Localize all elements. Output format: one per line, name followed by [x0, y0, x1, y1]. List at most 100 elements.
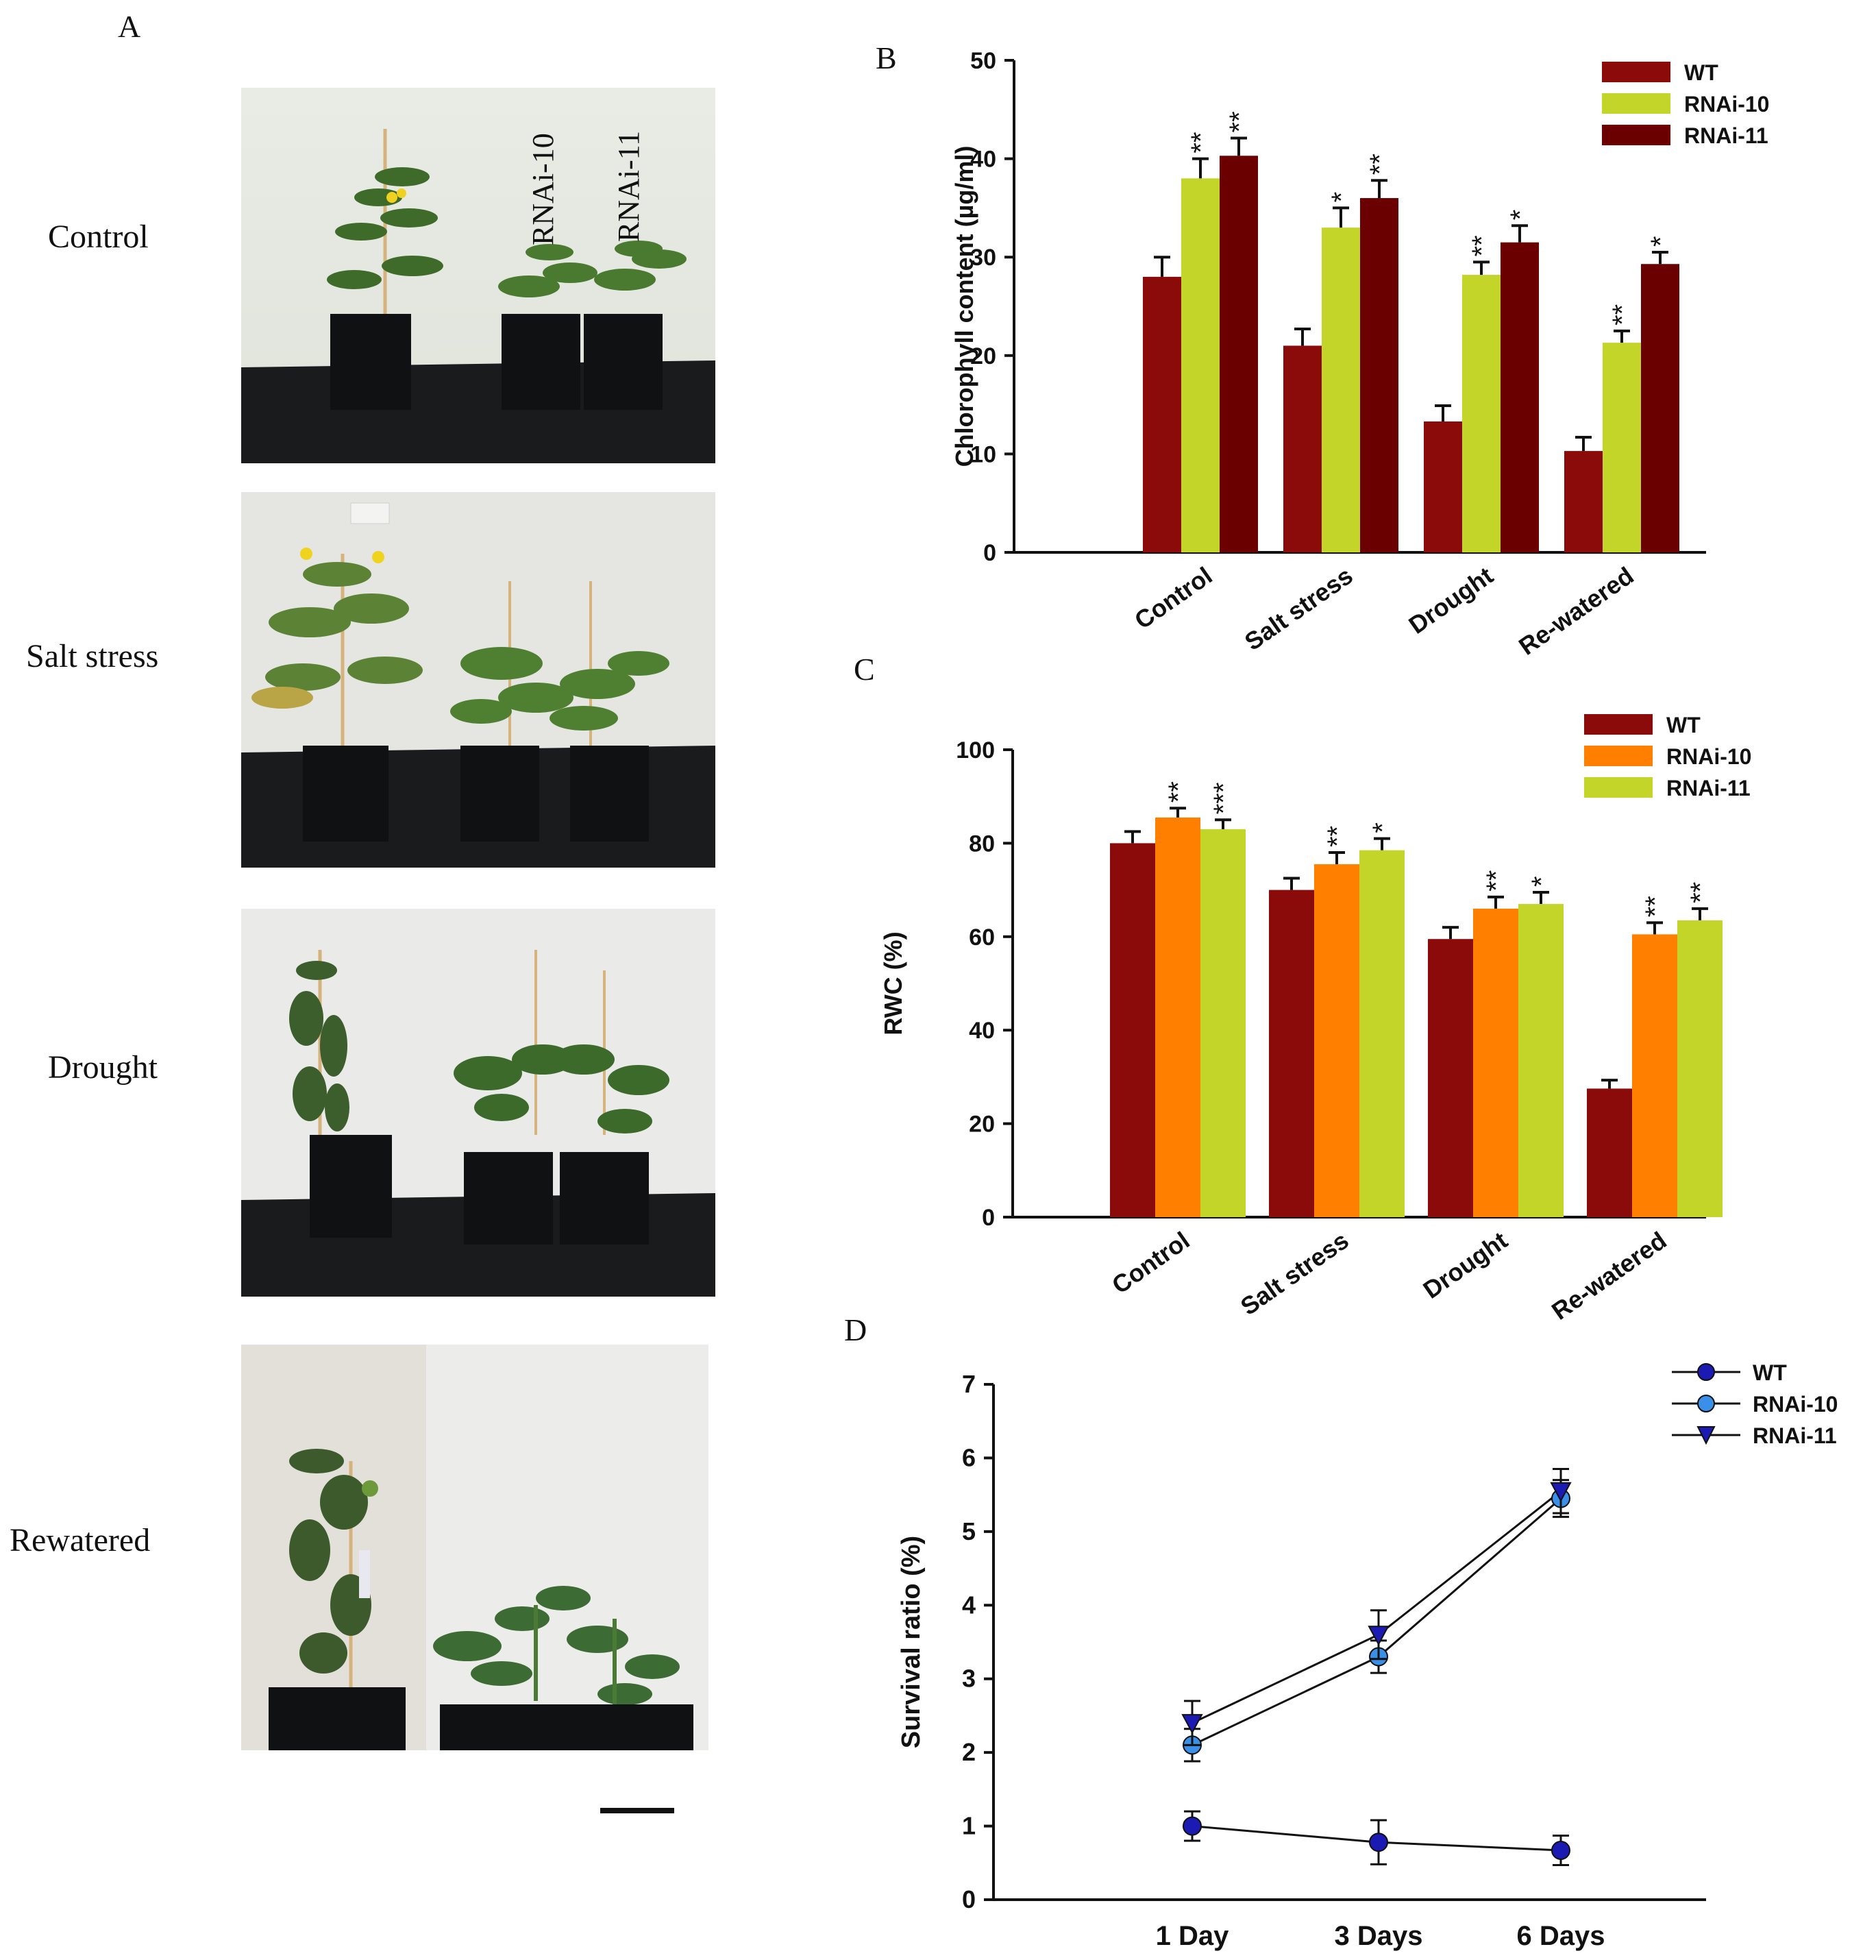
- legend-swatch: [1602, 125, 1670, 145]
- x-tick-label: Salt stress: [1239, 561, 1358, 656]
- bar: [1518, 904, 1564, 1217]
- legend-swatch: [1602, 62, 1670, 82]
- legend-marker: [1697, 1363, 1715, 1381]
- significance-label: *: [1368, 822, 1398, 833]
- bar: [1314, 864, 1359, 1217]
- bar: [1501, 242, 1539, 552]
- x-tick-label: 6 Days: [1517, 1921, 1605, 1951]
- photo-rewatered: [241, 1345, 708, 1750]
- x-tick-label: 3 Days: [1335, 1921, 1423, 1951]
- significance-label: *: [1527, 876, 1557, 887]
- data-point: [1551, 1841, 1570, 1861]
- y-tick-label: 30: [970, 245, 996, 271]
- photo-drought: [241, 909, 715, 1297]
- legend-label: WT: [1753, 1360, 1787, 1385]
- bar: [1473, 908, 1518, 1217]
- significance-label: **: [1481, 870, 1511, 892]
- panel-c-letter: C: [854, 652, 875, 687]
- x-tick-label: Control: [1107, 1226, 1194, 1299]
- y-tick-label: 10: [970, 441, 996, 467]
- y-tick-label: 80: [969, 831, 995, 857]
- y-tick-label: 20: [970, 343, 996, 369]
- y-tick-label: 2: [962, 1738, 976, 1766]
- legend-marker: [1696, 1426, 1716, 1445]
- row-label-drought: Drought: [48, 1049, 158, 1086]
- y-tick-label: 5: [962, 1517, 976, 1545]
- row-label-rewatered: Rewatered: [10, 1522, 151, 1558]
- photo-label-rnai-10: RNAi-10: [526, 133, 560, 245]
- bar: [1424, 421, 1462, 552]
- significance-label: **: [1640, 896, 1670, 917]
- x-tick-label: Salt stress: [1235, 1226, 1354, 1321]
- bar: [1269, 890, 1314, 1217]
- significance-label: *: [1326, 192, 1357, 203]
- y-tick-label: 50: [970, 48, 996, 74]
- legend-label: RNAi-10: [1753, 1392, 1838, 1417]
- row-label-salt-stress: Salt stress: [26, 638, 159, 674]
- y-tick-label: 60: [969, 924, 995, 951]
- y-tick-label: 4: [962, 1591, 976, 1619]
- bar: [1641, 264, 1679, 552]
- legend-swatch: [1584, 714, 1653, 735]
- x-tick-label: Re-watered: [1514, 561, 1638, 661]
- bar: [1359, 850, 1405, 1217]
- significance-label: **: [1163, 781, 1194, 803]
- y-tick-label: 100: [956, 737, 995, 763]
- legend-label: RNAi-10: [1684, 92, 1769, 117]
- bar: [1220, 156, 1258, 553]
- x-tick-label: Control: [1129, 561, 1217, 635]
- data-point: [1550, 1482, 1572, 1502]
- legend-label: RNAi-11: [1666, 776, 1751, 800]
- y-axis-title: RWC (%): [879, 931, 907, 1035]
- bar: [1360, 198, 1398, 552]
- y-tick-label: 20: [969, 1112, 995, 1138]
- data-point: [1369, 1833, 1388, 1852]
- bar: [1632, 934, 1677, 1217]
- bar: [1110, 843, 1155, 1217]
- significance-label: *: [1646, 236, 1676, 247]
- significance-label: ***: [1209, 783, 1239, 815]
- bar: [1428, 939, 1473, 1217]
- bar: [1677, 920, 1723, 1217]
- legend-label: WT: [1666, 713, 1701, 737]
- bar: [1564, 451, 1603, 552]
- y-tick-label: 0: [962, 1885, 976, 1913]
- photo-label-rnai-11: RNAi-11: [612, 131, 645, 242]
- significance-label: **: [1224, 111, 1255, 132]
- scale-bar: [600, 1808, 674, 1813]
- y-axis-title: Survival ratio (%): [897, 1536, 926, 1748]
- x-tick-label: 1 Day: [1156, 1921, 1229, 1951]
- legend-label: RNAi-10: [1666, 744, 1751, 769]
- series-line: [1192, 1490, 1562, 1724]
- bar: [1462, 275, 1501, 552]
- y-tick-label: 3: [962, 1665, 976, 1693]
- bar: [1181, 178, 1220, 552]
- photo-control: RNAi-10 RNAi-11: [241, 88, 715, 463]
- legend-swatch: [1584, 746, 1653, 766]
- y-tick-label: 6: [962, 1443, 976, 1471]
- x-tick-label: Re-watered: [1546, 1226, 1671, 1325]
- y-tick-label: 40: [969, 1018, 995, 1044]
- y-tick-label: 0: [983, 540, 996, 566]
- legend-swatch: [1602, 93, 1670, 114]
- bar: [1155, 817, 1200, 1217]
- y-tick-label: 40: [970, 147, 996, 173]
- legend-swatch: [1584, 777, 1653, 798]
- panel-a-letter: A: [118, 9, 141, 44]
- data-point: [1368, 1626, 1390, 1646]
- y-axis-title: Chlorophyll content (µg/ml): [950, 146, 978, 467]
- significance-label: **: [1186, 132, 1216, 153]
- panel-b-letter: B: [876, 40, 897, 75]
- panel-d-letter: D: [844, 1312, 867, 1347]
- x-tick-label: Drought: [1403, 561, 1498, 639]
- y-tick-label: 0: [982, 1205, 995, 1231]
- legend-marker: [1697, 1395, 1715, 1412]
- data-point: [1181, 1714, 1203, 1735]
- photo-salt-stress: [241, 492, 715, 868]
- y-tick-label: 1: [962, 1812, 976, 1840]
- bar: [1603, 343, 1641, 552]
- significance-label: **: [1607, 304, 1638, 326]
- bar: [1322, 228, 1360, 552]
- legend-label: RNAi-11: [1684, 123, 1768, 148]
